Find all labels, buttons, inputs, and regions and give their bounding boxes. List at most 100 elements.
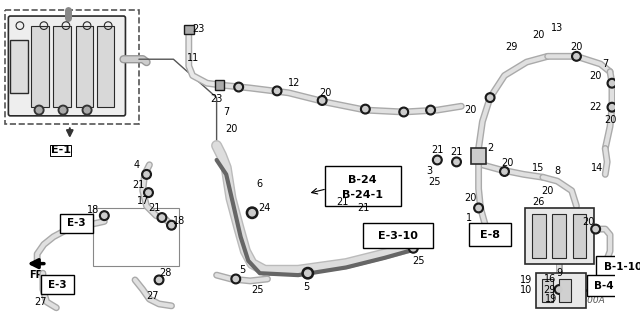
Text: 4: 4	[134, 160, 140, 170]
Circle shape	[275, 88, 280, 93]
Text: 25: 25	[428, 177, 441, 187]
Circle shape	[319, 98, 325, 103]
Circle shape	[401, 109, 406, 115]
Circle shape	[435, 157, 440, 163]
FancyBboxPatch shape	[587, 275, 620, 296]
Text: 25: 25	[412, 256, 424, 266]
Text: 20: 20	[541, 186, 554, 196]
Text: STK4E0200A: STK4E0200A	[548, 296, 605, 305]
Text: 17: 17	[136, 196, 149, 206]
Text: 23: 23	[192, 25, 205, 34]
Circle shape	[607, 78, 617, 88]
FancyBboxPatch shape	[542, 279, 554, 302]
Text: 21: 21	[132, 180, 145, 190]
FancyBboxPatch shape	[469, 223, 511, 246]
Text: 21: 21	[148, 203, 161, 213]
Circle shape	[609, 81, 614, 86]
FancyBboxPatch shape	[41, 275, 74, 294]
Circle shape	[554, 285, 564, 294]
Text: 25: 25	[252, 285, 264, 294]
Circle shape	[246, 207, 258, 219]
Circle shape	[591, 224, 600, 234]
Circle shape	[363, 107, 368, 112]
Text: 20: 20	[319, 88, 332, 98]
Text: 20: 20	[589, 70, 602, 80]
FancyBboxPatch shape	[536, 273, 586, 308]
Circle shape	[426, 105, 435, 115]
Circle shape	[485, 93, 495, 102]
Circle shape	[234, 82, 243, 92]
Circle shape	[500, 167, 509, 176]
Text: FR.: FR.	[29, 270, 47, 280]
Circle shape	[233, 276, 239, 282]
Text: 22: 22	[589, 102, 602, 112]
Circle shape	[428, 108, 433, 113]
Circle shape	[156, 277, 162, 283]
Text: 11: 11	[186, 53, 199, 63]
Text: 20: 20	[582, 217, 594, 227]
Text: 24: 24	[259, 203, 271, 213]
Text: 5: 5	[239, 265, 246, 275]
Text: 15: 15	[532, 163, 544, 173]
Circle shape	[502, 169, 507, 174]
Text: 20: 20	[501, 158, 513, 168]
FancyBboxPatch shape	[10, 40, 28, 93]
Text: B-24: B-24	[348, 175, 377, 185]
Circle shape	[452, 157, 461, 167]
Text: 20: 20	[465, 193, 477, 204]
Text: 27: 27	[35, 297, 47, 307]
Text: 14: 14	[591, 163, 604, 173]
FancyBboxPatch shape	[552, 214, 566, 258]
Text: 23: 23	[211, 93, 223, 104]
Circle shape	[317, 96, 327, 105]
Circle shape	[141, 170, 151, 179]
FancyBboxPatch shape	[8, 16, 125, 116]
Text: E-8: E-8	[480, 230, 500, 240]
Circle shape	[35, 105, 44, 115]
Circle shape	[607, 102, 617, 112]
Text: 7: 7	[602, 59, 609, 69]
Circle shape	[60, 107, 66, 113]
Text: 21: 21	[336, 197, 349, 207]
Text: 18: 18	[173, 216, 186, 226]
FancyBboxPatch shape	[214, 80, 224, 90]
Text: 29: 29	[505, 42, 517, 52]
Circle shape	[574, 54, 579, 59]
Circle shape	[58, 105, 68, 115]
Text: 8: 8	[554, 167, 561, 176]
Text: 2: 2	[487, 144, 493, 153]
Text: 10: 10	[520, 286, 532, 295]
Text: 21: 21	[451, 147, 463, 157]
Text: 21: 21	[431, 145, 444, 155]
Circle shape	[166, 220, 176, 230]
Circle shape	[143, 188, 153, 197]
Text: 3: 3	[427, 167, 433, 176]
Circle shape	[272, 86, 282, 96]
Circle shape	[169, 223, 174, 228]
Circle shape	[159, 215, 164, 220]
Circle shape	[83, 105, 92, 115]
Circle shape	[100, 211, 109, 220]
Text: 19: 19	[545, 294, 557, 304]
Circle shape	[102, 213, 107, 218]
Text: 9: 9	[556, 268, 563, 278]
Text: 20: 20	[604, 115, 616, 125]
FancyBboxPatch shape	[184, 25, 193, 34]
FancyBboxPatch shape	[596, 256, 640, 279]
Text: E-3: E-3	[48, 280, 67, 290]
FancyBboxPatch shape	[573, 214, 586, 258]
Circle shape	[557, 287, 562, 292]
Circle shape	[488, 95, 493, 100]
Circle shape	[302, 267, 314, 279]
FancyBboxPatch shape	[364, 223, 433, 248]
Text: 12: 12	[288, 78, 301, 88]
Circle shape	[249, 210, 255, 216]
Circle shape	[609, 105, 614, 110]
Text: 26: 26	[532, 197, 544, 207]
Circle shape	[305, 270, 311, 276]
FancyBboxPatch shape	[532, 214, 546, 258]
Circle shape	[408, 243, 418, 253]
Circle shape	[157, 213, 166, 222]
Text: 20: 20	[570, 42, 582, 52]
FancyBboxPatch shape	[525, 208, 594, 263]
